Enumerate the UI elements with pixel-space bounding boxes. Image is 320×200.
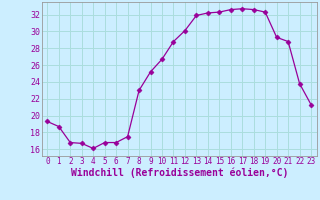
X-axis label: Windchill (Refroidissement éolien,°C): Windchill (Refroidissement éolien,°C) (70, 168, 288, 178)
